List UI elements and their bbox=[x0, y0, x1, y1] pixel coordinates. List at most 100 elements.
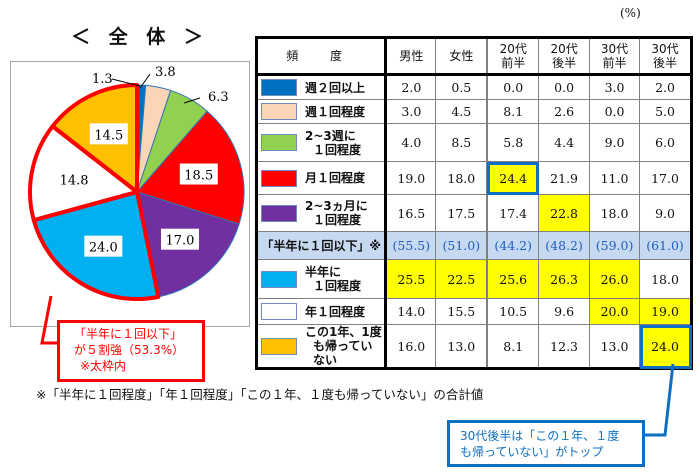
chart-title: ＜ 全 体 ＞ bbox=[71, 26, 209, 48]
row-label-inner: 2~3週に １回程度 bbox=[258, 129, 384, 157]
row-label-text: 半年に １回程度 bbox=[305, 265, 361, 293]
red-callout-line-3: ※太枠内 bbox=[80, 359, 127, 373]
row-label-inner: 年１回程度 bbox=[258, 303, 384, 320]
table-row: 2~3週に １回程度 4.0 8.5 5.8 4.4 9.0 6.0 bbox=[255, 123, 692, 162]
legend-swatch bbox=[261, 134, 297, 151]
row-label-inner: 「半年に１回以下」※ bbox=[258, 239, 384, 253]
pie-value-label: 1.3 bbox=[92, 72, 113, 87]
pie-slice-highlight bbox=[31, 190, 161, 301]
table-row: 週１回程度 3.0 4.5 8.1 2.6 0.0 5.0 bbox=[255, 99, 692, 124]
row-label-line: 2~3ヵ月に bbox=[305, 199, 368, 213]
pie-value-labels: 1.3 3.8 6.3 18.5 17.0 24.0 14.8 14.5 bbox=[60, 65, 229, 257]
header-20s-early: 20代 前半 bbox=[486, 37, 540, 76]
table-row: 半年に １回程度 25.5 22.5 25.6 26.3 26.0 18.0 bbox=[255, 259, 692, 299]
row-label-text: この1年、1度 も帰っていない bbox=[305, 325, 384, 367]
row-label-line: １回程度 bbox=[313, 213, 362, 227]
table-cell: 17.4 bbox=[486, 194, 540, 232]
legend-swatch bbox=[261, 337, 297, 355]
table-cell: 15.5 bbox=[435, 298, 488, 325]
pie-value-label: 17.0 bbox=[166, 234, 195, 249]
row-label: 月１回程度 bbox=[255, 161, 388, 195]
row-label-line: 週１回程度 bbox=[305, 104, 366, 119]
table-cell: (44.2) bbox=[486, 231, 540, 260]
pie-leader-line bbox=[111, 78, 141, 87]
row-label-line: 2~3週に bbox=[305, 128, 356, 143]
header-male: 男性 bbox=[385, 37, 437, 76]
pie-chart: 1.3 3.8 6.3 18.5 17.0 24.0 14.8 14.5 bbox=[28, 65, 245, 301]
header-female: 女性 bbox=[435, 37, 488, 76]
row-label-inner: 2~3ヵ月に １回程度 bbox=[258, 199, 384, 227]
blue-callout-connector bbox=[645, 363, 675, 437]
pie-label-bg bbox=[179, 163, 218, 185]
row-label-line: １回程度 bbox=[313, 142, 362, 157]
table-cell: 19.0 bbox=[385, 161, 437, 195]
row-label: 半年に １回程度 bbox=[255, 259, 388, 299]
table-cell: 26.0 bbox=[589, 259, 641, 299]
table-cell: 14.0 bbox=[385, 298, 437, 325]
table-cell: 19.0 bbox=[639, 298, 692, 325]
table-cell: 4.5 bbox=[435, 99, 488, 124]
row-label-text: 月１回程度 bbox=[305, 171, 365, 185]
table-cell: 18.0 bbox=[589, 194, 641, 232]
table-cell: 0.5 bbox=[435, 74, 488, 100]
table-cell: 16.5 bbox=[385, 194, 437, 232]
table-cell: 0.0 bbox=[589, 99, 641, 124]
pie-value-label: 3.8 bbox=[155, 65, 176, 80]
table-cell: 18.0 bbox=[639, 259, 692, 299]
header-frequency: 頻 度 bbox=[255, 37, 388, 76]
table-cell: 4.0 bbox=[385, 123, 437, 162]
pie-slice-highlight bbox=[50, 83, 139, 194]
table-row: 年１回程度 14.0 15.5 10.5 9.6 20.0 19.0 bbox=[255, 298, 692, 325]
row-label-line: も帰っていない bbox=[313, 339, 373, 367]
table-cell: 17.0 bbox=[639, 161, 692, 195]
table-cell: 13.0 bbox=[435, 324, 488, 369]
row-label: 週２回以上 bbox=[255, 74, 388, 100]
table-cell: 12.3 bbox=[538, 324, 591, 369]
table-cell: 2.0 bbox=[639, 74, 692, 100]
row-label-inner: この1年、1度 も帰っていない bbox=[258, 325, 384, 367]
pie-highlight-outline bbox=[28, 83, 161, 301]
table-cell: 8.5 bbox=[435, 123, 488, 162]
legend-swatch bbox=[261, 79, 297, 96]
row-label-text: 年１回程度 bbox=[305, 305, 365, 319]
row-label-inner: 週１回程度 bbox=[258, 103, 384, 120]
table-cell: 8.1 bbox=[486, 324, 540, 369]
table-cell: 16.0 bbox=[385, 324, 437, 369]
table-cell: (51.0) bbox=[435, 231, 488, 260]
table-cell: (55.5) bbox=[385, 231, 437, 260]
table-cell: 4.4 bbox=[538, 123, 591, 162]
legend-swatch bbox=[261, 303, 297, 320]
pie-value-label: 18.5 bbox=[184, 169, 213, 184]
table-cell: 8.1 bbox=[486, 99, 540, 124]
table-cell: 25.6 bbox=[486, 259, 540, 299]
pie-value-label: 24.0 bbox=[89, 241, 118, 256]
table-row: 月１回程度 19.0 18.0 24.4 21.9 11.0 17.0 bbox=[255, 161, 692, 195]
table-cell: 5.8 bbox=[486, 123, 540, 162]
table-cell: 0.0 bbox=[538, 74, 591, 100]
table-cell: (61.0) bbox=[639, 231, 692, 260]
table-cell: 22.8 bbox=[538, 194, 591, 232]
pie-label-bg bbox=[84, 235, 123, 257]
legend-swatch bbox=[261, 169, 297, 187]
row-label: 年１回程度 bbox=[255, 298, 388, 325]
table-cell: 22.5 bbox=[435, 259, 488, 299]
row-label: 2~3ヵ月に １回程度 bbox=[255, 194, 388, 232]
header-30s-late: 30代 後半 bbox=[639, 37, 692, 76]
table-header-row: 頻 度 男性 女性 20代 前半 20代 後半 30代 前半 30代 後半 bbox=[255, 37, 692, 76]
table-cell: 2.6 bbox=[538, 99, 591, 124]
row-label-line: 「半年に１回以下」※ bbox=[261, 238, 381, 253]
legend-swatch bbox=[261, 204, 297, 222]
pie-value-label: 14.5 bbox=[94, 128, 123, 143]
table-cell: 20.0 bbox=[589, 298, 641, 325]
table-cell: 24.0 bbox=[639, 324, 692, 369]
blue-callout-box: 30代後半は「この１年、１度 も帰っていない」がトップ bbox=[447, 420, 645, 467]
pie-slice-highlight bbox=[28, 124, 139, 223]
row-label-text: 2~3週に １回程度 bbox=[305, 129, 361, 157]
table-cell: (48.2) bbox=[538, 231, 591, 260]
table-cell: 5.0 bbox=[639, 99, 692, 124]
row-label-text: 週１回程度 bbox=[305, 105, 365, 119]
table-cell: 9.0 bbox=[589, 123, 641, 162]
row-label-inner: 月１回程度 bbox=[258, 169, 384, 187]
blue-callout-line-1: 30代後半は「この１年、１度 bbox=[460, 429, 620, 443]
row-label-text: 2~3ヵ月に １回程度 bbox=[305, 199, 368, 227]
